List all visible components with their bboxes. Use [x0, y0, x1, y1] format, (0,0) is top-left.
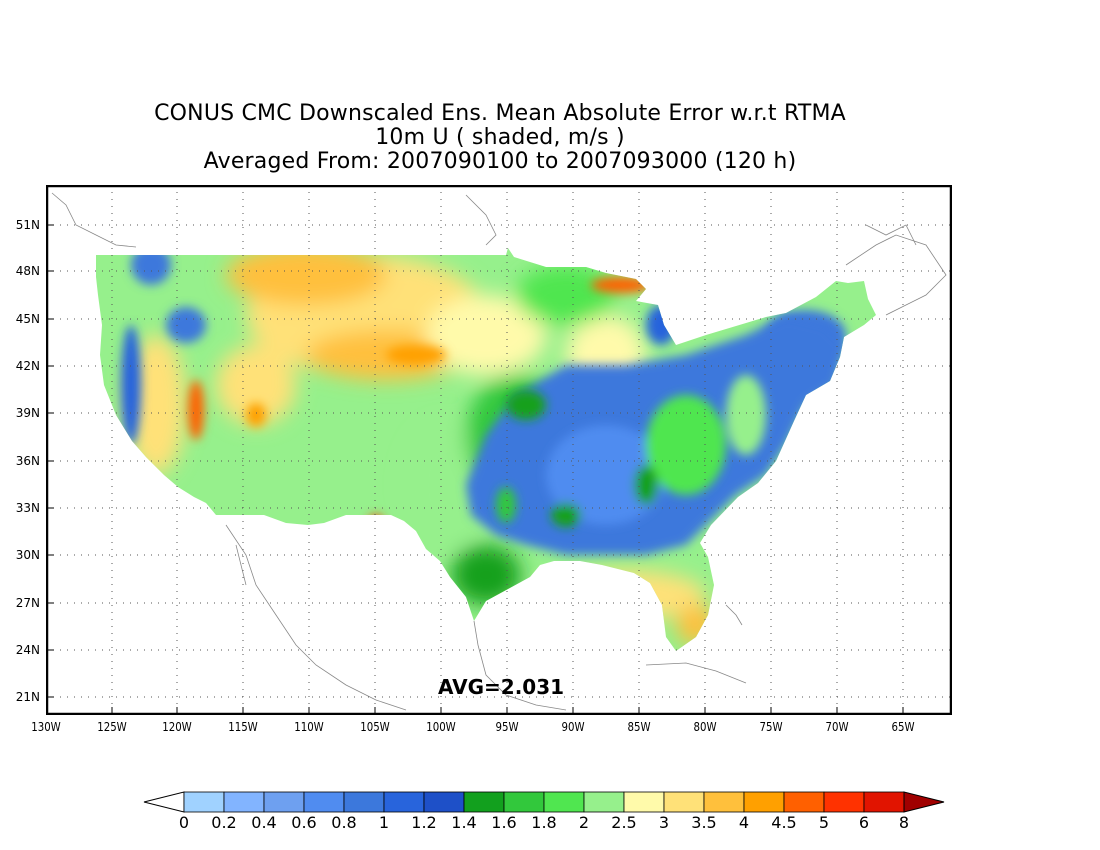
map-panel	[46, 185, 952, 715]
lon-label: 130W	[31, 720, 61, 734]
map-canvas	[46, 185, 952, 715]
colorbar-label: 1.2	[411, 813, 437, 832]
title-line-1: CONUS CMC Downscaled Ens. Mean Absolute …	[154, 101, 846, 126]
colorbar-swatch	[423, 791, 465, 813]
colorbar-swatches	[143, 791, 945, 813]
map-border	[46, 185, 952, 715]
graticule	[46, 185, 952, 715]
colorbar-swatch	[623, 791, 665, 813]
colorbar-swatch	[183, 791, 225, 813]
lon-label: 110W	[294, 720, 324, 734]
colorbar-label: 0	[178, 813, 190, 832]
lat-label: 24N	[15, 643, 40, 657]
colorbar-label: 2.5	[611, 813, 637, 832]
lat-label: 36N	[15, 454, 40, 468]
title-line-2: 10m U ( shaded, m/s )	[375, 125, 625, 150]
colorbar-under-arrow	[143, 791, 185, 813]
lon-label: 80W	[693, 720, 717, 734]
lon-label: 75W	[759, 720, 783, 734]
colorbar-label: 0.2	[211, 813, 237, 832]
map-title: CONUS CMC Downscaled Ens. Mean Absolute …	[0, 102, 1000, 174]
colorbar-label: 3.5	[691, 813, 717, 832]
lat-label: 30N	[15, 548, 40, 562]
lon-label: 120W	[162, 720, 192, 734]
colorbar-over-arrow	[903, 791, 945, 813]
colorbar-swatch	[823, 791, 865, 813]
colorbar: 0 0.2 0.4 0.6 0.8 1 1.2 1.4 1.6 1.8 2 2.5 3 3.5 4 4.5 5 6…	[140, 790, 950, 840]
colorbar-label: 4	[738, 813, 750, 832]
colorbar-label: 4.5	[771, 813, 797, 832]
lat-label: 42N	[15, 359, 40, 373]
error-field	[96, 248, 876, 651]
colorbar-label: 0.6	[291, 813, 317, 832]
colorbar-label: 1.4	[451, 813, 477, 832]
lon-label: 95W	[495, 720, 519, 734]
colorbar-label: 5	[818, 813, 830, 832]
lat-label: 39N	[15, 406, 40, 420]
colorbar-swatch	[663, 791, 705, 813]
colorbar-swatch	[303, 791, 345, 813]
colorbar-swatch	[703, 791, 745, 813]
colorbar-label: 0.4	[251, 813, 277, 832]
lon-label: 105W	[360, 720, 390, 734]
lat-label: 45N	[15, 312, 40, 326]
colorbar-label: 3	[658, 813, 670, 832]
colorbar-label: 1.6	[491, 813, 517, 832]
lat-label: 21N	[15, 690, 40, 704]
lat-label: 33N	[15, 501, 40, 515]
colorbar-label: 2	[578, 813, 590, 832]
colorbar-swatch	[263, 791, 305, 813]
colorbar-swatch	[863, 791, 905, 813]
colorbar-label: 0.8	[331, 813, 357, 832]
colorbar-swatch	[543, 791, 585, 813]
title-line-3: Averaged From: 2007090100 to 2007093000 …	[203, 149, 797, 174]
colorbar-label: 1	[378, 813, 390, 832]
colorbar-swatch	[223, 791, 265, 813]
lat-label: 27N	[15, 596, 40, 610]
colorbar-label: 1.8	[531, 813, 557, 832]
lon-label: 65W	[891, 720, 915, 734]
lat-label: 51N	[15, 218, 40, 232]
colorbar-swatch	[743, 791, 785, 813]
lon-label: 115W	[228, 720, 258, 734]
average-value: AVG=2.031	[438, 675, 565, 699]
colorbar-swatch	[783, 791, 825, 813]
colorbar-swatch	[383, 791, 425, 813]
lon-label: 70W	[825, 720, 849, 734]
lat-label: 48N	[15, 264, 40, 278]
colorbar-label: 8	[898, 813, 910, 832]
lon-label: 90W	[561, 720, 585, 734]
lon-label: 100W	[426, 720, 456, 734]
colorbar-swatch	[583, 791, 625, 813]
colorbar-swatch	[343, 791, 385, 813]
lon-label: 85W	[627, 720, 651, 734]
colorbar-swatch	[463, 791, 505, 813]
colorbar-swatch	[503, 791, 545, 813]
colorbar-label: 6	[858, 813, 870, 832]
lon-label: 125W	[97, 720, 127, 734]
coastlines	[51, 192, 947, 711]
